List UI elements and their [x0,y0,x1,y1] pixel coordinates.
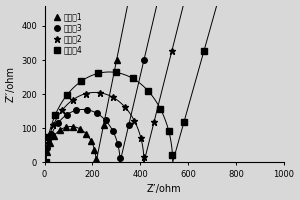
实施例1 [48,142,51,145]
实施例2 [98,92,102,94]
实施例1 [45,151,49,154]
实施例3 [50,133,53,136]
实施例4 [80,80,83,82]
实施例1 [44,161,48,163]
实施例2 [139,137,142,139]
实施例1 [89,140,93,142]
实施例3 [65,114,68,116]
实施例3 [116,143,119,145]
实施例1 [52,135,56,137]
实施例2 [46,142,50,144]
实施例2 [152,120,156,123]
实施例1 [102,124,105,126]
实施例1 [58,129,62,131]
Line: 实施例2: 实施例2 [42,0,247,166]
实施例3 [104,119,107,122]
实施例4 [131,77,134,80]
实施例4 [44,161,48,163]
实施例4 [96,72,100,75]
实施例4 [167,129,170,132]
实施例1 [85,133,88,135]
实施例2 [111,96,115,99]
实施例4 [54,113,57,116]
实施例2 [170,49,174,52]
X-axis label: Z’/ohm: Z’/ohm [147,184,182,194]
实施例1 [115,58,119,61]
实施例1 [78,128,82,130]
Line: 实施例4: 实施例4 [43,0,287,165]
实施例1 [65,126,68,128]
实施例3 [85,109,88,111]
实施例2 [51,124,55,127]
实施例2 [60,109,64,112]
实施例2 [44,161,48,163]
实施例1 [72,125,75,128]
实施例3 [111,130,115,132]
实施例3 [127,124,130,126]
实施例4 [46,136,50,139]
Line: 实施例1: 实施例1 [43,0,172,165]
实施例4 [202,49,206,52]
实施例2 [133,120,136,122]
实施例3 [95,112,98,114]
实施例4 [146,90,150,92]
实施例4 [158,107,162,110]
实施例4 [65,94,68,97]
实施例4 [182,120,186,123]
实施例3 [45,147,49,149]
实施例3 [56,122,60,124]
实施例3 [44,161,48,163]
Legend: 实施例1, 实施例3, 实施例2, 实施例4: 实施例1, 实施例3, 实施例2, 实施例4 [51,11,84,56]
实施例2 [123,106,127,108]
实施例1 [94,158,98,161]
实施例1 [93,149,96,151]
Y-axis label: Z′′/ohm: Z′′/ohm [6,66,16,102]
实施例3 [118,157,122,159]
实施例4 [171,154,174,156]
实施例4 [114,71,117,74]
实施例2 [142,156,146,158]
实施例3 [142,59,146,61]
实施例3 [74,109,78,111]
实施例2 [71,98,75,101]
Line: 实施例3: 实施例3 [43,0,208,165]
实施例2 [84,92,88,95]
